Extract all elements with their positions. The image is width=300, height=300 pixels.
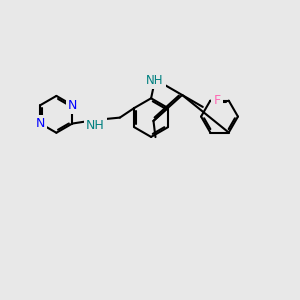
Text: NH: NH [86, 119, 105, 132]
Text: N: N [36, 117, 45, 130]
Text: NH: NH [146, 74, 164, 87]
Text: F: F [213, 94, 220, 107]
Text: N: N [68, 99, 77, 112]
